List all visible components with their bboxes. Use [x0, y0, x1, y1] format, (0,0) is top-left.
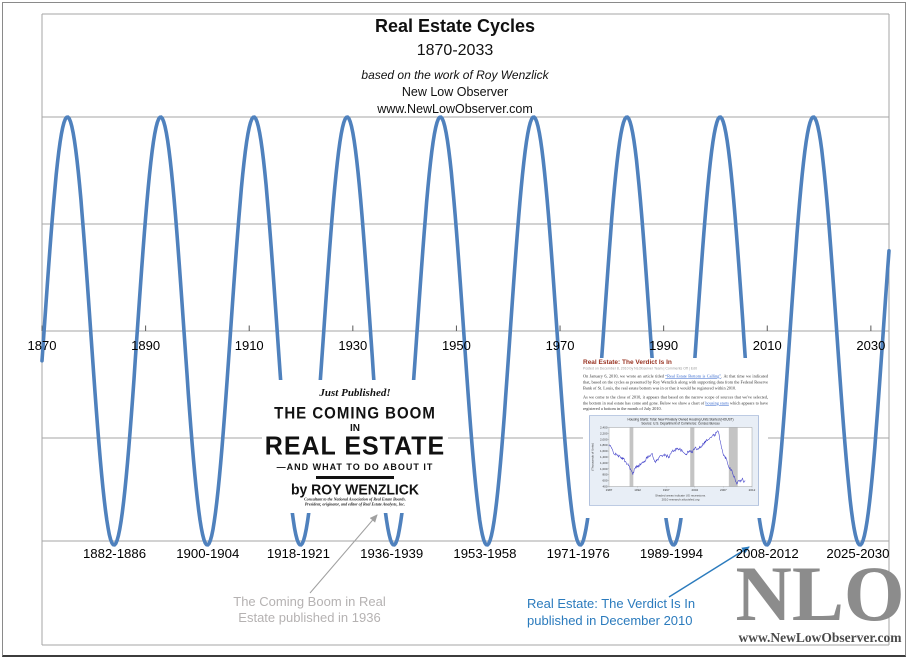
chart-attribution: based on the work of Roy Wenzlick	[361, 68, 549, 82]
x-tick-label: 1930	[338, 338, 368, 353]
x-tick-label: 2030	[856, 338, 886, 353]
article-paragraph-2: As we come to the close of 2010, it appe…	[583, 394, 768, 412]
x-tick-label: 1870	[27, 338, 57, 353]
svg-text:Housing Starts: Total: New Pri: Housing Starts: Total: New Privately Own…	[627, 418, 733, 422]
trough-label: 1989-1994	[639, 546, 703, 561]
svg-text:1987: 1987	[606, 488, 613, 492]
svg-text:1,800: 1,800	[600, 443, 608, 447]
chart-title: Real Estate Cycles	[374, 16, 536, 36]
nlo-logo-text: NLO	[735, 550, 905, 637]
annotation-verdict: Real Estate: The Verdict Is In published…	[527, 596, 696, 628]
x-tick-label: 2010	[752, 338, 782, 353]
housing-starts-chart: Housing Starts: Total: New Privately Own…	[589, 415, 768, 509]
nlo-logo: NLO www.NewLowObserver.com	[735, 550, 905, 646]
nlo-logo-url: www.NewLowObserver.com	[738, 629, 902, 645]
x-tick-label: 1910	[234, 338, 264, 353]
ad-headline-3: REAL ESTATE	[264, 431, 446, 461]
ad-divider	[316, 476, 394, 479]
ad-fine-print-2: President, originator, and editor of Rea…	[304, 502, 406, 507]
svg-text:(Thousands of Units): (Thousands of Units)	[591, 443, 595, 471]
x-tick-label: 1890	[131, 338, 161, 353]
trough-label: 1900-1904	[176, 546, 240, 561]
trough-label: 1936-1939	[360, 546, 424, 561]
ad-subhead: —AND WHAT TO DO ABOUT IT	[276, 462, 434, 472]
ad-fine-print-1: Consultant to the National Association o…	[304, 497, 406, 502]
svg-text:1,400: 1,400	[600, 455, 608, 459]
svg-text:1,000: 1,000	[600, 467, 608, 471]
article-title: Real Estate: The Verdict Is In	[583, 358, 672, 366]
site-name: New Low Observer	[401, 85, 509, 99]
svg-text:400: 400	[602, 485, 607, 489]
svg-text:2007: 2007	[720, 488, 727, 492]
x-tick-label: 1990	[649, 338, 679, 353]
svg-text:800: 800	[602, 473, 607, 477]
trough-label: 1918-1921	[266, 546, 330, 561]
svg-text:2,000: 2,000	[600, 437, 608, 441]
trough-label: 2008-2012	[735, 546, 799, 561]
ad-headline-1: THE COMING BOOM	[274, 404, 436, 423]
trough-label: 2025-2030	[826, 546, 890, 561]
ad-headline-2: IN	[350, 423, 360, 434]
article-link-bottom-calling: “Real Estate Bottom is Calling”	[665, 373, 722, 379]
trough-label: 1953-1958	[453, 546, 517, 561]
ad-byline: by ROY WENZLICK	[290, 480, 420, 498]
annotation-coming-boom: The Coming Boom in Real Estate published…	[233, 594, 386, 626]
coming-boom-ad-image: Just Published! THE COMING BOOM IN REAL …	[262, 380, 448, 513]
svg-text:2012: 2012	[749, 488, 756, 492]
chart-subtitle-years: 1870-2033	[416, 42, 494, 59]
svg-text:2,200: 2,200	[600, 432, 608, 436]
arrow-to-2010-trough	[668, 546, 750, 598]
svg-text:2,400: 2,400	[600, 426, 608, 430]
x-tick-label: 1950	[441, 338, 471, 353]
ad-just-published: Just Published!	[319, 387, 391, 399]
svg-text:1997: 1997	[663, 488, 670, 492]
svg-text:1,200: 1,200	[600, 461, 608, 465]
arrow-to-1936-trough	[309, 514, 378, 594]
article-paragraph-1: On January 6, 2010, we wrote an article …	[583, 373, 768, 391]
svg-text:Shaded areas indicate US reces: Shaded areas indicate US recessions.	[655, 494, 706, 498]
svg-text:600: 600	[602, 479, 607, 483]
svg-text:1,600: 1,600	[600, 449, 608, 453]
svg-text:2010 research.stlouisfed.org: 2010 research.stlouisfed.org	[662, 498, 700, 502]
site-url: www.NewLowObserver.com	[377, 102, 533, 116]
svg-text:Source: U.S. Department of Com: Source: U.S. Department of Commerce: Cen…	[641, 422, 719, 426]
article-meta: Posted on December 8, 2010 by NLObserver…	[583, 367, 697, 371]
svg-text:2002: 2002	[691, 488, 698, 492]
trough-label: 1971-1976	[546, 546, 610, 561]
svg-text:1992: 1992	[634, 488, 641, 492]
verdict-article-screenshot: Real Estate: The Verdict Is In Posted on…	[583, 358, 768, 518]
article-link-housing-starts: housing starts	[705, 400, 729, 406]
x-tick-label: 1970	[545, 338, 575, 353]
chart-title-block: Real Estate Cycles 1870-2033 based on th…	[250, 16, 660, 116]
trough-label: 1882-1886	[82, 546, 147, 561]
